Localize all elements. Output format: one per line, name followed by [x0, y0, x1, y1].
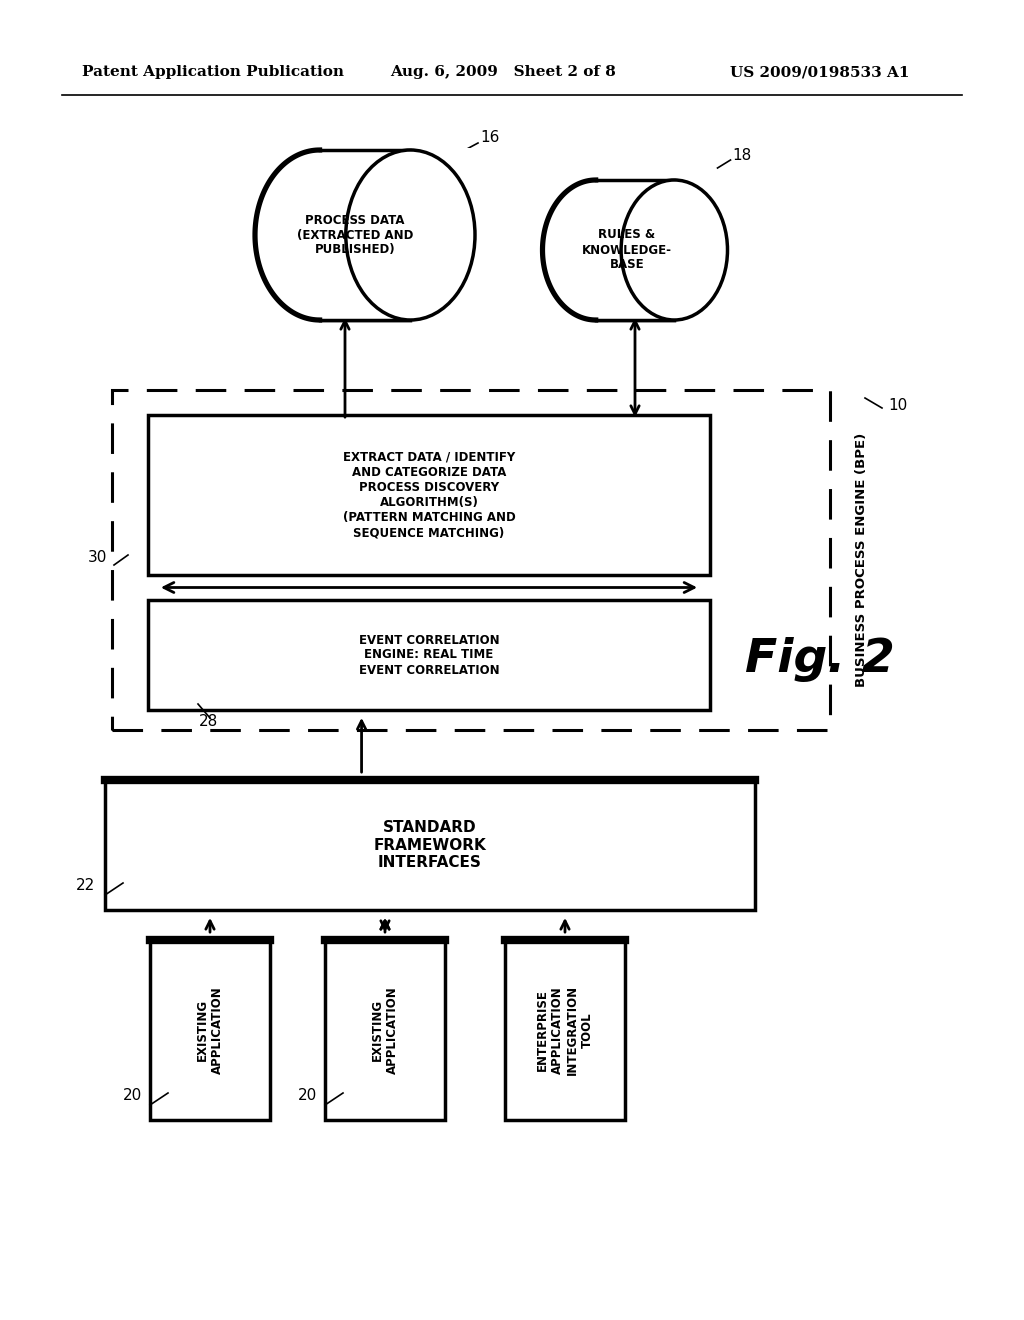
- Text: 30: 30: [88, 549, 106, 565]
- Text: 20: 20: [298, 1088, 317, 1102]
- FancyBboxPatch shape: [325, 940, 445, 1119]
- Text: US 2009/0198533 A1: US 2009/0198533 A1: [730, 65, 909, 79]
- Ellipse shape: [622, 180, 727, 319]
- Text: Aug. 6, 2009   Sheet 2 of 8: Aug. 6, 2009 Sheet 2 of 8: [390, 65, 615, 79]
- Text: BUSINESS PROCESS ENGINE (BPE): BUSINESS PROCESS ENGINE (BPE): [855, 433, 868, 688]
- Ellipse shape: [346, 150, 475, 319]
- FancyBboxPatch shape: [148, 601, 710, 710]
- Text: EXISTING
APPLICATION: EXISTING APPLICATION: [196, 986, 224, 1074]
- FancyBboxPatch shape: [150, 940, 270, 1119]
- Bar: [319, 148, 477, 322]
- Text: EVENT CORRELATION
ENGINE: REAL TIME
EVENT CORRELATION: EVENT CORRELATION ENGINE: REAL TIME EVEN…: [358, 634, 500, 676]
- FancyBboxPatch shape: [105, 780, 755, 909]
- Ellipse shape: [622, 180, 727, 319]
- Ellipse shape: [543, 180, 649, 319]
- FancyBboxPatch shape: [148, 414, 710, 576]
- Text: EXTRACT DATA / IDENTIFY
AND CATEGORIZE DATA
PROCESS DISCOVERY
ALGORITHM(S)
(PATT: EXTRACT DATA / IDENTIFY AND CATEGORIZE D…: [343, 451, 515, 539]
- Text: STANDARD
FRAMEWORK
INTERFACES: STANDARD FRAMEWORK INTERFACES: [374, 820, 486, 870]
- Text: RULES &
KNOWLEDGE-
BASE: RULES & KNOWLEDGE- BASE: [582, 228, 672, 272]
- Text: 10: 10: [888, 397, 907, 412]
- FancyBboxPatch shape: [505, 940, 625, 1119]
- Text: 20: 20: [123, 1088, 142, 1102]
- Bar: [596, 178, 729, 322]
- Ellipse shape: [346, 150, 475, 319]
- Bar: [596, 180, 674, 319]
- Text: Patent Application Publication: Patent Application Publication: [82, 65, 344, 79]
- Text: 28: 28: [199, 714, 218, 730]
- Text: 22: 22: [76, 878, 95, 892]
- Text: ENTERPRISE
APPLICATION
INTEGRATION
TOOL: ENTERPRISE APPLICATION INTEGRATION TOOL: [536, 985, 594, 1074]
- Text: PROCESS DATA
(EXTRACTED AND
PUBLISHED): PROCESS DATA (EXTRACTED AND PUBLISHED): [297, 214, 414, 256]
- Text: EXISTING
APPLICATION: EXISTING APPLICATION: [371, 986, 399, 1074]
- Text: Fig. 2: Fig. 2: [745, 638, 895, 682]
- Text: 16: 16: [480, 131, 500, 145]
- Text: 18: 18: [732, 148, 752, 162]
- Ellipse shape: [255, 150, 384, 319]
- Bar: [319, 150, 411, 319]
